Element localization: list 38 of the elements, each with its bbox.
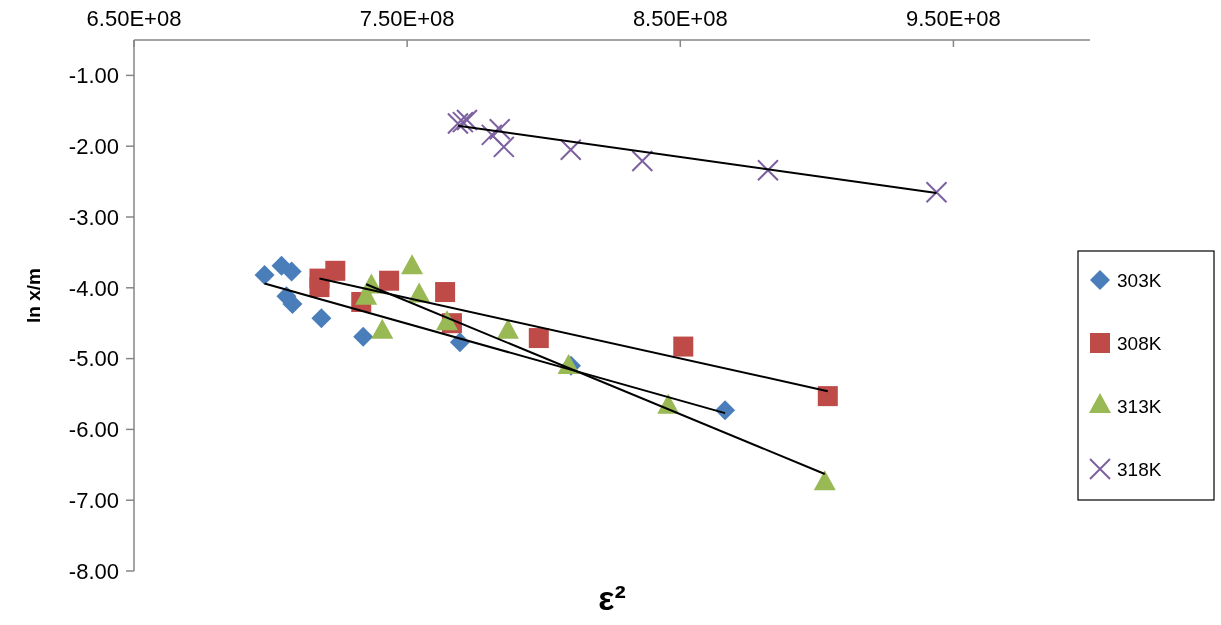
x-tick-label: 6.50E+08 xyxy=(86,5,182,31)
point xyxy=(435,282,456,303)
y-tick-label: -1.00 xyxy=(68,63,119,89)
point xyxy=(254,265,275,286)
legend-label: 318K xyxy=(1117,458,1162,480)
point xyxy=(379,270,400,291)
point xyxy=(480,123,503,146)
y-tick-label: -6.00 xyxy=(68,417,119,443)
point xyxy=(492,135,515,158)
y-tick-label: -3.00 xyxy=(68,204,119,230)
point xyxy=(281,261,302,282)
y-tick-label: -7.00 xyxy=(68,487,119,513)
point xyxy=(528,328,549,349)
point xyxy=(715,400,736,421)
point xyxy=(282,294,303,315)
x-tick-label: 7.50E+08 xyxy=(359,5,455,31)
point xyxy=(488,118,511,141)
legend-label: 308K xyxy=(1117,332,1162,354)
y-axis-title: ln x/m xyxy=(23,268,44,323)
y-tick-label: -2.00 xyxy=(68,133,119,159)
point xyxy=(311,308,332,329)
point xyxy=(817,386,838,407)
point xyxy=(631,150,654,173)
x-tick-label: 9.50E+08 xyxy=(906,5,1001,31)
point xyxy=(925,181,948,204)
point xyxy=(353,326,374,347)
y-tick-label: -4.00 xyxy=(68,275,119,301)
y-tick-label: -5.00 xyxy=(68,346,119,372)
point xyxy=(446,112,469,135)
point xyxy=(559,138,582,161)
y-tick-label: -8.00 xyxy=(68,558,119,584)
x-axis-title: ε² xyxy=(598,579,626,617)
x-tick-label: 8.50E+08 xyxy=(632,5,728,31)
point xyxy=(309,277,330,298)
legend-label: 303K xyxy=(1117,269,1162,291)
point xyxy=(756,159,779,182)
legend-label: 313K xyxy=(1117,395,1162,417)
point xyxy=(673,336,694,357)
